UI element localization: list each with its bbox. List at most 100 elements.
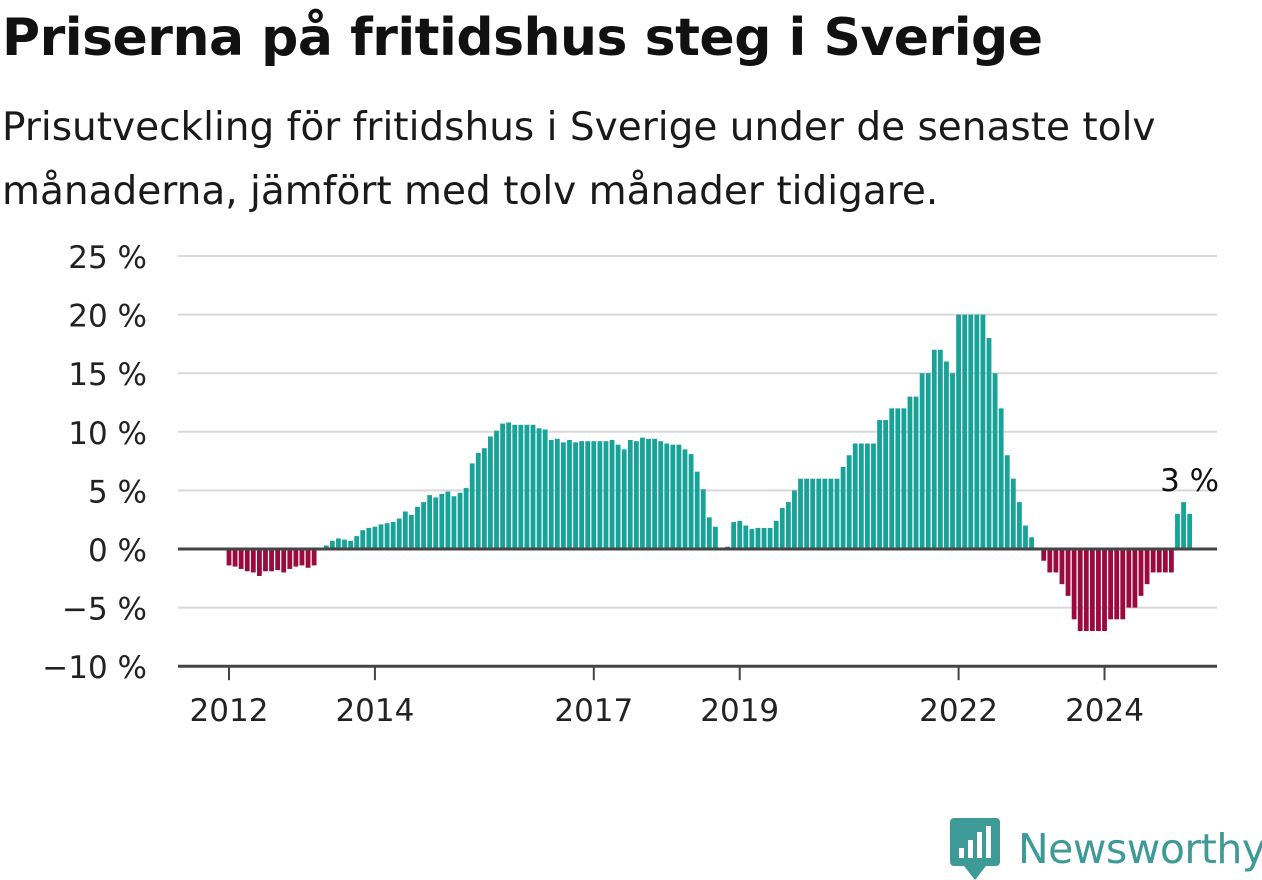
bar (834, 478, 840, 549)
bar (396, 518, 402, 549)
bar (1144, 549, 1150, 585)
bar (518, 424, 524, 549)
bar (1083, 549, 1089, 632)
bar (676, 444, 682, 549)
y-tick-label: 15 % (68, 357, 147, 393)
bar (773, 520, 779, 549)
bar (615, 444, 621, 549)
x-tick-label: 2017 (554, 693, 633, 729)
bar (451, 496, 457, 549)
bar (342, 539, 347, 549)
bar (1065, 549, 1071, 596)
bar (548, 440, 554, 549)
bar (1004, 455, 1010, 549)
bar (865, 443, 870, 549)
bar (1029, 537, 1034, 549)
bar (360, 530, 366, 549)
bar (281, 549, 287, 573)
bar (895, 408, 901, 549)
bar (1187, 513, 1193, 549)
bar (792, 490, 797, 549)
bar (366, 527, 372, 549)
bar (1169, 549, 1174, 573)
axes (178, 547, 1217, 681)
bar (640, 437, 645, 549)
bar (609, 440, 615, 549)
bar (275, 549, 281, 571)
bar (591, 441, 597, 549)
y-tick-label: 10 % (68, 416, 147, 452)
bar (974, 314, 980, 549)
bar (1041, 549, 1047, 561)
bar (682, 449, 688, 549)
y-tick-label: 5 % (88, 474, 147, 510)
bar (694, 471, 700, 549)
bar (962, 314, 968, 549)
x-tick-label: 2012 (190, 693, 269, 729)
bar (700, 489, 706, 549)
bar (1047, 549, 1053, 573)
bar (998, 408, 1004, 549)
bar (226, 549, 232, 566)
bar (731, 522, 737, 549)
y-tick-label: 25 % (68, 240, 147, 276)
y-tick-label: −10 % (42, 650, 147, 686)
bar (323, 545, 329, 549)
annotation-label: 3 % (1160, 463, 1219, 499)
bar (488, 436, 493, 549)
bar (828, 478, 834, 549)
bar (761, 527, 767, 549)
bar (706, 517, 712, 549)
y-tick-label: −5 % (62, 592, 147, 628)
bar (1175, 513, 1180, 549)
bar (883, 420, 889, 549)
bar (871, 443, 876, 549)
bar (1102, 549, 1107, 632)
bar (858, 443, 864, 549)
bar (1071, 549, 1077, 620)
bar (852, 443, 858, 549)
bar (785, 502, 791, 549)
bar (743, 525, 749, 549)
bar (1010, 478, 1016, 549)
bar (463, 488, 469, 549)
bar (402, 511, 408, 549)
bar (554, 438, 560, 549)
bar (779, 507, 785, 549)
bar (421, 502, 426, 549)
chart-title: Priserna på fritidshus steg i Sverige (2, 8, 1043, 68)
bar (372, 526, 378, 549)
bar (354, 536, 360, 549)
bar (652, 438, 657, 549)
bar (250, 549, 256, 573)
x-tick-label: 2019 (700, 693, 779, 729)
bar (244, 549, 250, 572)
bar (670, 444, 676, 549)
bar (506, 422, 512, 549)
bar (944, 361, 949, 549)
bar (664, 443, 670, 549)
bar (633, 441, 639, 549)
bar (475, 452, 481, 549)
bar (433, 497, 439, 549)
y-tick-label: 0 % (88, 533, 147, 569)
bar (1108, 549, 1113, 620)
brand-logo: Newsworthy (950, 818, 1262, 880)
bar (822, 478, 828, 549)
bar (1059, 549, 1065, 585)
bar (877, 420, 882, 549)
bar (457, 492, 463, 549)
bar (986, 338, 992, 549)
bars (226, 314, 1193, 632)
bar (1096, 549, 1101, 632)
bar (749, 529, 755, 549)
bar (536, 428, 542, 549)
bar (348, 540, 353, 549)
bar (810, 478, 816, 549)
bar (804, 478, 809, 549)
bar (512, 424, 518, 549)
bar (579, 441, 585, 549)
bar (968, 314, 974, 549)
bar (950, 373, 955, 549)
